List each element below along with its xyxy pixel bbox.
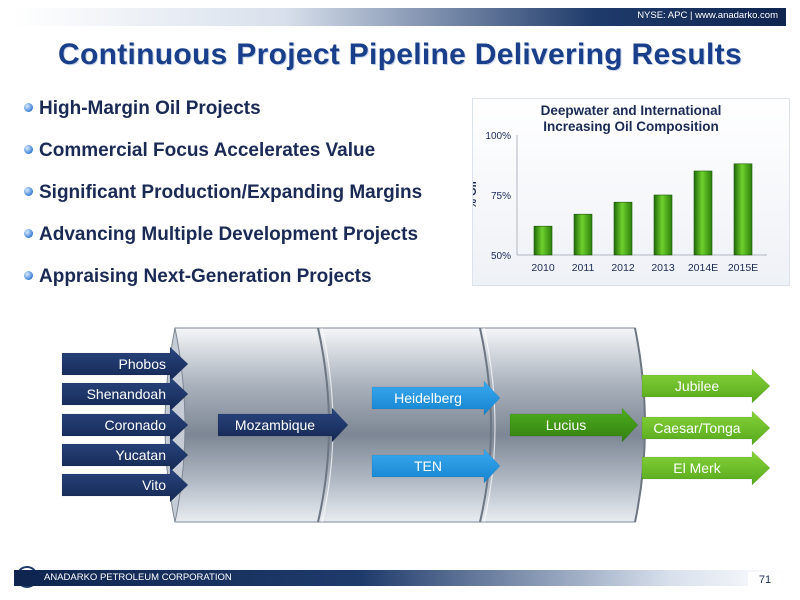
y-tick-label: 50%: [491, 251, 511, 262]
input-arrow-label: Vito: [142, 477, 166, 493]
bullet-item: Advancing Multiple Development Projects: [24, 224, 418, 246]
input-arrow-shape: [61, 376, 189, 412]
bullet-item: High-Margin Oil Projects: [24, 98, 261, 120]
bullet-dot-icon: [24, 103, 33, 112]
bar-2010: [533, 225, 553, 256]
output-arrow-label: Jubilee: [675, 378, 720, 394]
output-arrow-shape: [641, 450, 771, 486]
ticker-text: NYSE: APC | www.anadarko.com: [637, 10, 778, 21]
pipeline-svg: Phobos Shenandoah Coronado Yucatan Vito Mozam…: [61, 327, 771, 523]
stage3-arrow-shape: [509, 407, 639, 443]
x-tick-label: 2013: [651, 262, 675, 274]
bullet-dot-icon: [24, 229, 33, 238]
x-tick-label: 2011: [572, 262, 595, 274]
pipeline-arrows: Phobos Shenandoah Coronado Yucatan Vito Mozam…: [61, 346, 771, 503]
input-arrow-shape: [61, 346, 189, 382]
output-arrow-label: Caesar/Tonga: [653, 420, 740, 436]
bullet-text: Appraising Next-Generation Projects: [39, 266, 372, 287]
page-number: 71: [748, 572, 782, 588]
bullet-dot-icon: [24, 271, 33, 280]
input-arrow: Yucatan: [61, 437, 189, 473]
stage2-arrow-shape: [371, 380, 501, 416]
input-arrow-label: Phobos: [119, 356, 166, 372]
x-tick-label: 2012: [611, 262, 635, 274]
stage2-arrow: TEN: [371, 448, 501, 484]
bullet-dot-icon: [24, 187, 33, 196]
bar-2011: [573, 213, 593, 256]
input-arrow: Vito: [61, 467, 189, 503]
output-arrow-shape: [641, 410, 771, 446]
y-axis-label: % Oil: [473, 181, 479, 209]
input-arrow-shape: [61, 467, 189, 503]
bullet-text: Commercial Focus Accelerates Value: [39, 140, 376, 161]
input-arrow-label: Coronado: [105, 417, 167, 433]
oil-composition-chart: Deepwater and International Increasing O…: [472, 98, 790, 286]
bullet-item: Commercial Focus Accelerates Value: [24, 140, 375, 162]
bar-2013: [653, 194, 673, 256]
chart-title-line: Increasing Oil Composition: [543, 119, 719, 134]
slide-title: Continuous Project Pipeline Delivering R…: [58, 38, 742, 71]
bar-2014E: [693, 170, 713, 256]
company-name: ANADARKO PETROLEUM CORPORATION: [44, 572, 232, 583]
bullet-item: Appraising Next-Generation Projects: [24, 266, 372, 288]
chart-title-line: Deepwater and International: [540, 103, 722, 118]
stage2-arrow: Heidelberg: [371, 380, 501, 416]
input-arrow: Shenandoah: [61, 376, 189, 412]
output-arrow-label: El Merk: [673, 460, 721, 476]
stage2-arrow-label: Heidelberg: [394, 390, 462, 406]
output-arrow-shape: [641, 368, 771, 404]
bullet-item: Significant Production/Expanding Margins: [24, 182, 422, 204]
output-arrow: Caesar/Tonga: [641, 410, 771, 446]
chart-title: Deepwater and International Increasing O…: [473, 103, 789, 135]
bar-chart-svg: % Oil 50% 75% 100% 2010 2011 2012 2013 2014E 2015…: [473, 131, 767, 274]
stage1-arrow: Mozambique: [217, 407, 349, 443]
bullet-dot-icon: [24, 145, 33, 154]
bullet-text: Advancing Multiple Development Projects: [39, 224, 419, 245]
stage3-arrow: Lucius: [509, 407, 639, 443]
input-arrow-shape: [61, 437, 189, 473]
pipe-joint: [479, 327, 492, 523]
x-tick-label: 2014E: [688, 262, 718, 274]
bullet-text: Significant Production/Expanding Margins: [39, 182, 423, 203]
bar-2012: [613, 201, 633, 256]
stage3-arrow-label: Lucius: [546, 417, 586, 433]
input-arrow: Coronado: [61, 407, 189, 443]
top-banner: NYSE: APC | www.anadarko.com: [14, 8, 786, 26]
footer-banner: ANADARKO PETROLEUM CORPORATION: [14, 570, 786, 586]
bullet-text: High-Margin Oil Projects: [39, 98, 261, 119]
stage2-arrow-label: TEN: [414, 458, 442, 474]
x-tick-label: 2010: [531, 262, 555, 274]
stage1-arrow-label: Mozambique: [235, 417, 315, 433]
input-arrow-label: Yucatan: [115, 447, 166, 463]
pipe-joint: [483, 327, 496, 523]
input-arrow-shape: [61, 407, 189, 443]
y-tick-label: 100%: [485, 131, 511, 142]
stage2-arrow-shape: [371, 448, 501, 484]
input-arrow-label: Shenandoah: [87, 386, 166, 402]
output-arrow: Jubilee: [641, 368, 771, 404]
bar-2015E: [733, 163, 753, 256]
stage1-arrow-shape: [217, 407, 349, 443]
project-pipeline-diagram: Phobos Shenandoah Coronado Yucatan Vito Mozam…: [0, 322, 800, 532]
x-tick-label: 2015E: [728, 262, 758, 274]
y-tick-label: 75%: [491, 191, 511, 202]
output-arrow: El Merk: [641, 450, 771, 486]
input-arrow: Phobos: [61, 346, 189, 382]
